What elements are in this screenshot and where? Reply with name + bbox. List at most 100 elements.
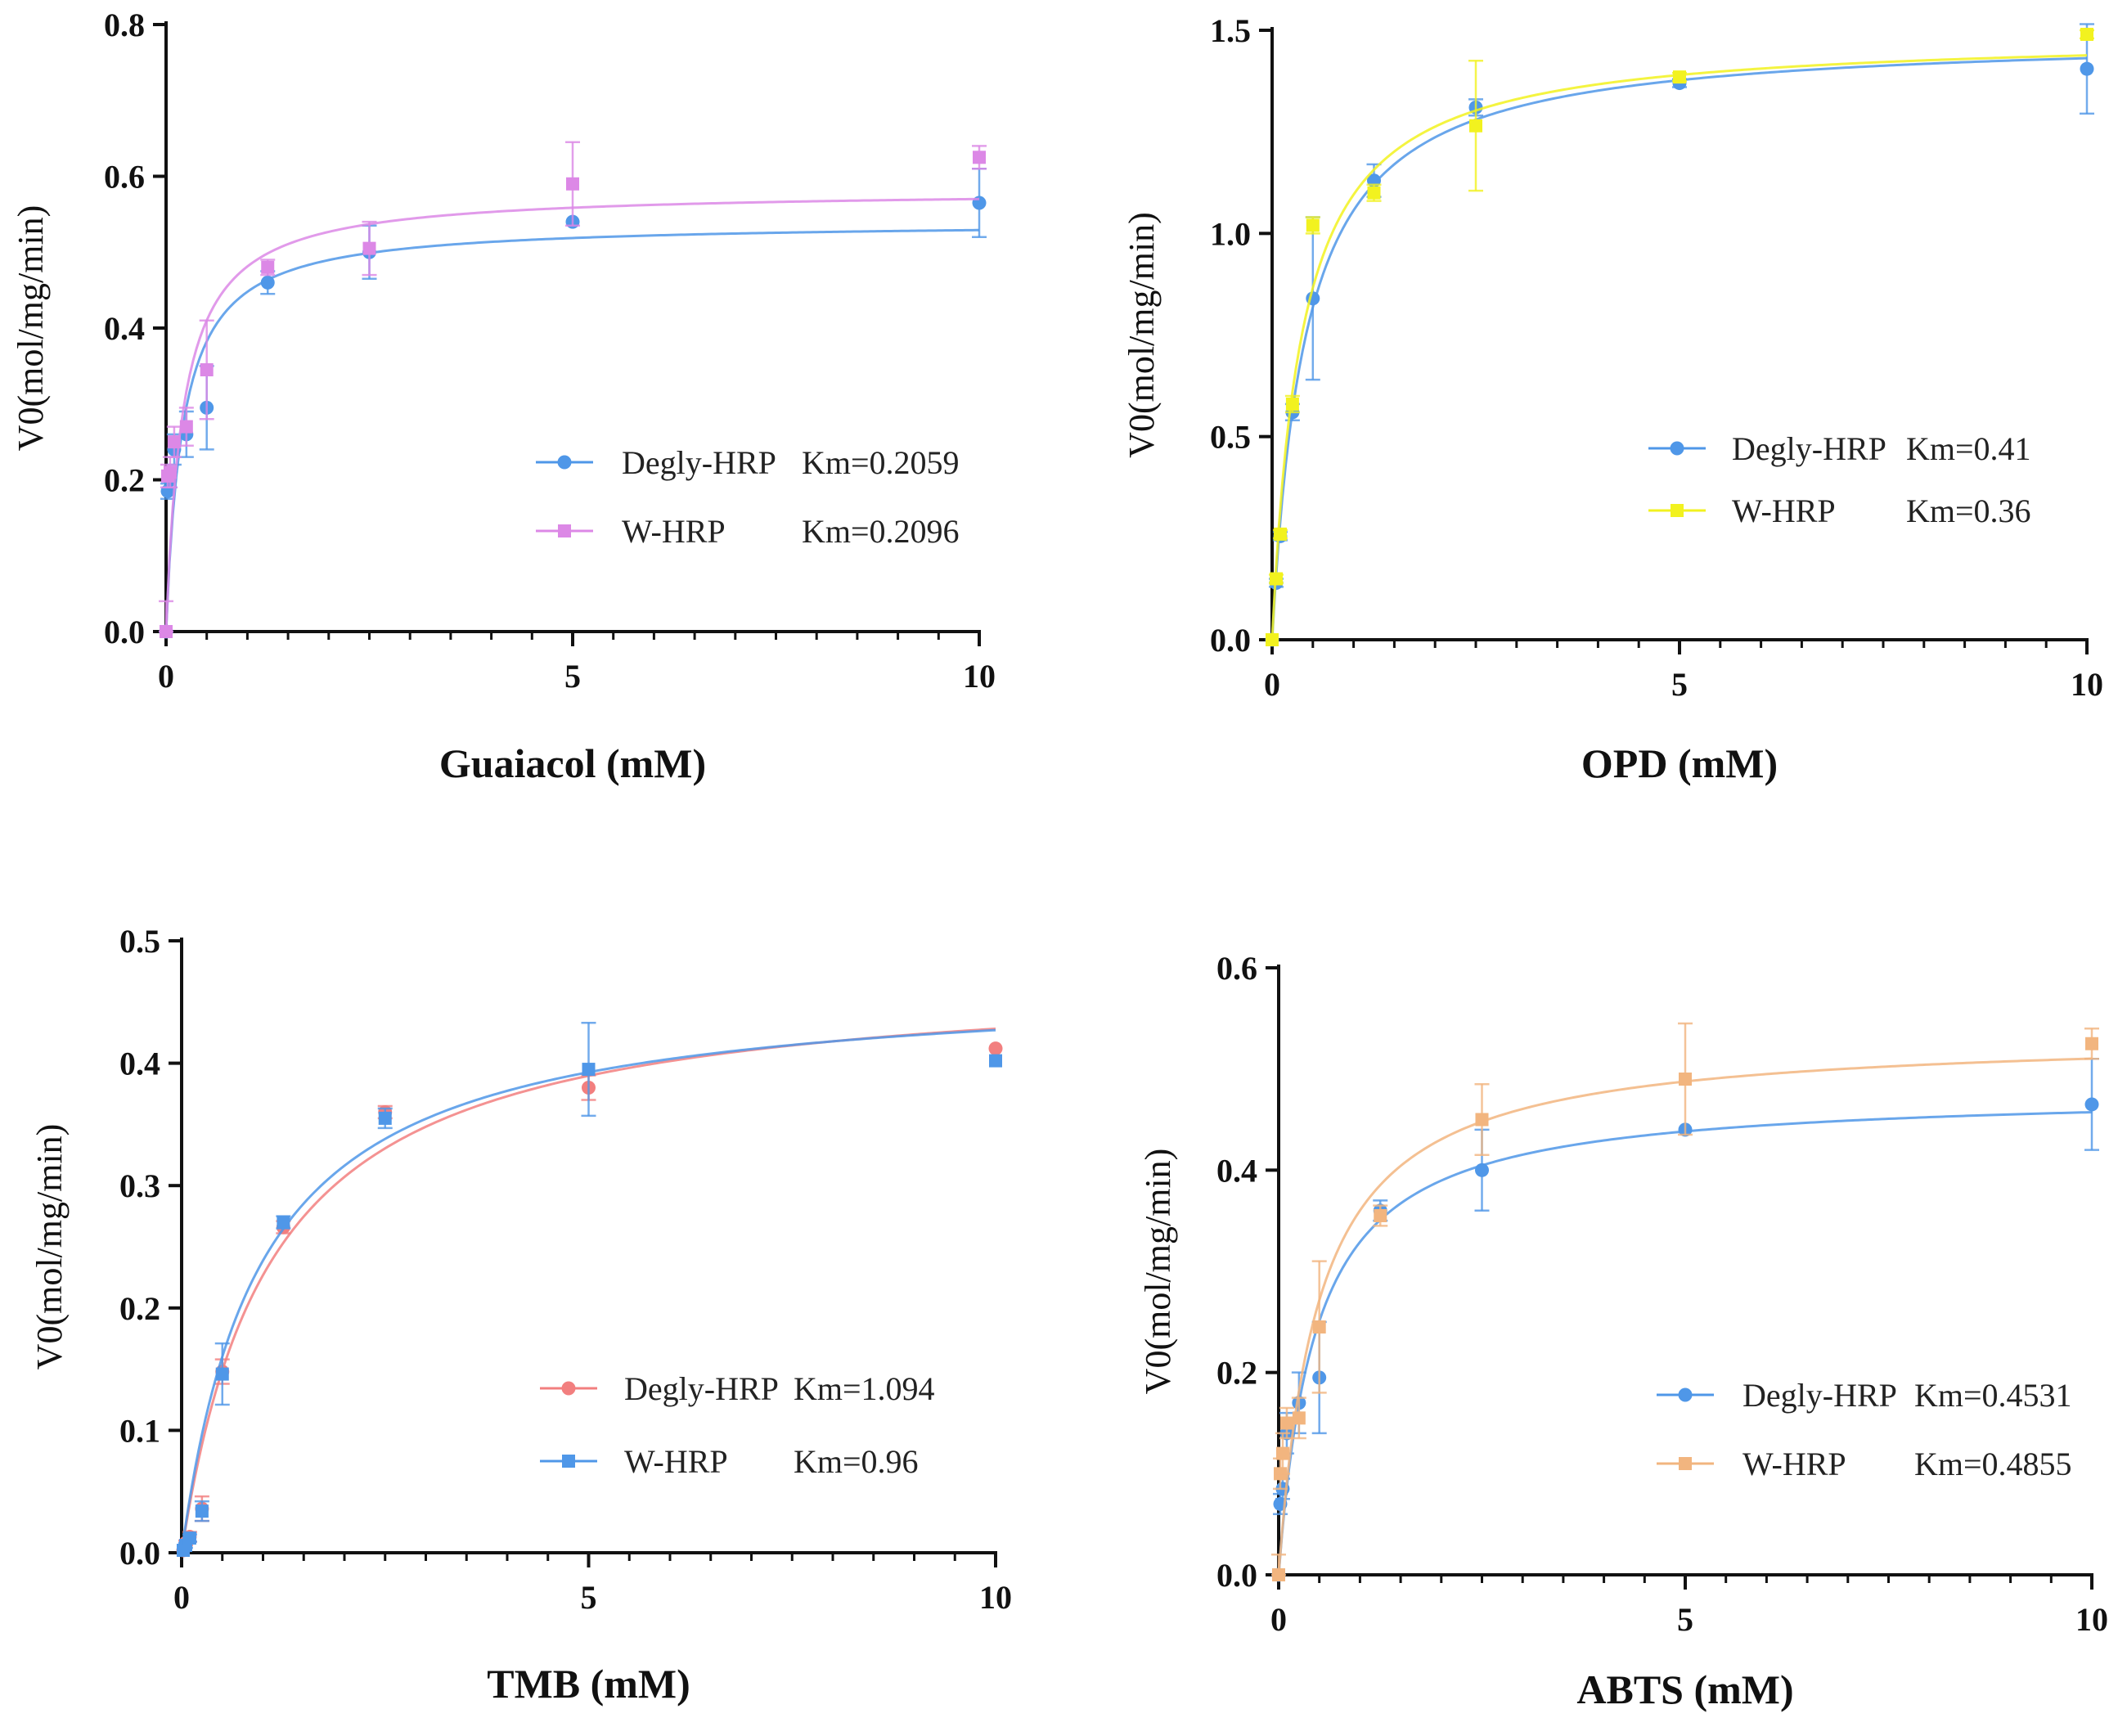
y-tick-label: 0.8 <box>104 7 145 43</box>
y-axis-title: V0(mol/mg/min) <box>29 1124 70 1370</box>
y-tick-label: 0.5 <box>119 923 160 960</box>
fit-curve <box>1270 54 2088 641</box>
y-tick-label: 0.0 <box>1210 622 1251 659</box>
x-axis-title: TMB (mM) <box>487 1661 690 1707</box>
data-point <box>160 625 173 638</box>
x-tick-label: 5 <box>1671 666 1688 703</box>
data-point <box>215 1367 229 1381</box>
data-point <box>179 420 193 434</box>
y-tick-label: 0.0 <box>104 614 145 650</box>
y-tick-label: 1.0 <box>1210 215 1251 252</box>
y-tick-label: 0.6 <box>1216 950 1257 987</box>
panel-tmb: 0.0 0.1 0.2 0.3 0.4 0.5 0 5 10 TMB (mM) V0(mol/mg/… <box>29 923 1012 1707</box>
series-w-hrp <box>1271 1022 2099 1581</box>
legend-km-label: Km=1.094 <box>794 1370 935 1407</box>
data-point <box>1312 1320 1326 1334</box>
data-point <box>261 260 275 274</box>
data-point <box>1374 1208 1387 1222</box>
y-tick-label: 0.5 <box>1210 419 1251 456</box>
y-tick-label: 0.6 <box>104 159 145 196</box>
legend-label: Degly-HRP <box>1743 1377 1897 1414</box>
legend-label: Degly-HRP <box>624 1370 779 1407</box>
data-point <box>2084 1097 2099 1112</box>
data-point <box>1292 1411 1306 1425</box>
data-point <box>1673 70 1686 84</box>
x-tick-label: 10 <box>2071 666 2103 703</box>
y-tick-label: 0.4 <box>104 310 145 347</box>
data-point <box>989 1054 1002 1068</box>
y-axis-title: V0(mol/mg/min) <box>1122 212 1162 458</box>
series-w-hrp <box>176 1021 1002 1558</box>
data-point <box>1279 1416 1293 1430</box>
legend-km-label: Km=0.4855 <box>1914 1446 2072 1482</box>
y-tick-label: 0.1 <box>119 1412 160 1449</box>
x-axis-title: ABTS (mM) <box>1576 1666 1793 1712</box>
data-point <box>1469 119 1482 133</box>
data-point <box>2080 27 2093 41</box>
panel-opd: 0.0 0.5 1.0 1.5 0 5 10 OPD (mM) V0(mol/mg/min) De… <box>1122 12 2103 786</box>
data-point <box>1285 397 1299 411</box>
legend-label: W-HRP <box>1732 492 1836 529</box>
data-point <box>182 1531 196 1545</box>
legend-marker <box>557 455 572 470</box>
data-point <box>1273 527 1287 541</box>
series-w-hrp <box>1266 27 2094 646</box>
x-tick-label: 5 <box>1677 1601 1693 1638</box>
data-point <box>1367 186 1381 200</box>
legend-marker <box>1670 441 1684 456</box>
data-point <box>1679 1073 1692 1086</box>
y-tick-label: 0.2 <box>119 1290 160 1327</box>
data-point <box>195 1504 209 1518</box>
data-point <box>362 241 376 255</box>
fit-curve <box>164 197 980 632</box>
x-tick-label: 5 <box>581 1579 597 1616</box>
fit-curve <box>164 228 980 632</box>
legend-marker <box>561 1381 576 1396</box>
legend-label: Degly-HRP <box>1732 430 1886 467</box>
data-point <box>2085 1037 2098 1050</box>
x-axis-title: OPD (mM) <box>1581 740 1778 786</box>
series-degly-hrp <box>159 167 987 639</box>
data-point <box>973 151 986 164</box>
x-tick-label: 0 <box>1264 666 1280 703</box>
legend-km-label: Km=0.41 <box>1906 430 2031 467</box>
data-point <box>167 435 181 449</box>
data-point <box>566 177 579 191</box>
data-point <box>260 275 275 290</box>
y-tick-label: 0.0 <box>1216 1557 1257 1594</box>
legend-km-label: Km=0.2059 <box>802 444 960 481</box>
data-point <box>1272 1568 1285 1581</box>
legend-marker <box>558 524 571 537</box>
series-degly-hrp <box>1271 1058 2099 1582</box>
legend-km-label: Km=0.4531 <box>1914 1377 2072 1414</box>
data-point <box>277 1216 290 1230</box>
legend-label: Degly-HRP <box>622 444 776 481</box>
data-point <box>2080 61 2094 76</box>
x-tick-label: 0 <box>1270 1601 1287 1638</box>
legend-label: W-HRP <box>622 513 726 550</box>
data-point <box>582 1063 596 1077</box>
y-tick-label: 0.2 <box>104 462 145 499</box>
x-tick-label: 10 <box>963 658 996 695</box>
x-tick-label: 0 <box>173 1579 190 1616</box>
x-tick-label: 10 <box>979 1579 1012 1616</box>
y-tick-label: 0.3 <box>119 1167 160 1204</box>
x-axis-title: Guaiacol (mM) <box>439 740 706 786</box>
panel-guaiacol: 0.0 0.2 0.4 0.6 0.8 0 5 10 Guaiacol (mM) V0(mol/m… <box>11 7 996 786</box>
y-axis-title: V0(mol/mg/min) <box>11 205 51 452</box>
data-point <box>1475 1163 1489 1177</box>
fit-curve <box>1270 56 2088 641</box>
y-tick-label: 0.4 <box>1216 1152 1257 1189</box>
panel-abts: 0.0 0.2 0.4 0.6 0 5 10 ABTS (mM) V0(mol/mg/min) D… <box>1138 950 2108 1712</box>
data-point <box>200 363 214 377</box>
legend-marker <box>1679 1457 1692 1470</box>
x-tick-label: 0 <box>158 658 174 695</box>
x-tick-label: 10 <box>2075 1601 2108 1638</box>
legend-km-label: Km=0.2096 <box>802 513 960 550</box>
y-tick-label: 0.4 <box>119 1046 160 1082</box>
legend-label: W-HRP <box>624 1443 728 1480</box>
series-w-hrp <box>159 141 987 638</box>
data-point <box>1269 572 1283 586</box>
y-tick-label: 0.0 <box>119 1535 160 1572</box>
